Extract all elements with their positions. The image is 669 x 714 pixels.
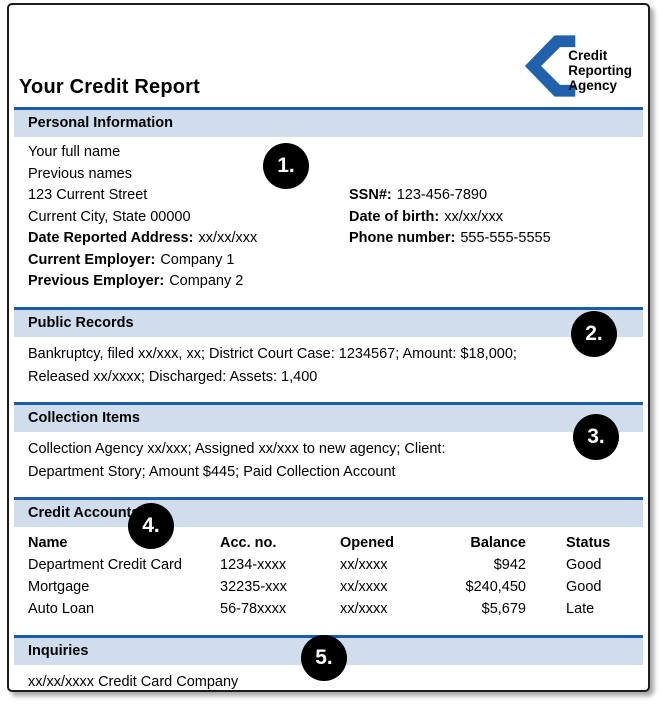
personal-line: Phone number: 555-555-5555	[349, 230, 551, 246]
section-public-records: Public Records 2. Bankruptcy, filed xx/x…	[14, 307, 643, 393]
section-title: Collection Items	[28, 410, 140, 426]
section-header-public-records: Public Records	[14, 307, 643, 337]
cell-balance: $5,679	[481, 601, 526, 617]
record-line: Bankruptcy, filed xx/xxx, xx; District C…	[28, 346, 517, 362]
inquiries-content: xx/xx/xxxx Credit Card Company xx/xx/xxx…	[14, 665, 643, 690]
cell-name: Auto Loan	[28, 601, 95, 617]
agency-logo-icon	[525, 35, 576, 97]
cell-acc-no: 56-78xxxx	[220, 601, 287, 617]
column-header-acc-no: Acc. no.	[220, 535, 277, 551]
column-header-status: Status	[566, 535, 611, 551]
collection-line: Department Story; Amount $445; Paid Coll…	[28, 464, 396, 480]
section-personal-information: Personal Information 1. Your full name P…	[14, 107, 643, 298]
section-title: Credit Accounts	[28, 505, 140, 521]
document-header: Your Credit Report Credit Reporting Agen…	[9, 5, 648, 107]
cell-opened: xx/xxxx	[340, 579, 388, 595]
agency-logo-text: Credit Reporting Agency	[568, 48, 632, 99]
inquiry-line: xx/xx/xxxx Credit Card Company	[28, 674, 239, 690]
section-credit-accounts: Credit Accounts 4. Name Acc. no. Opened …	[14, 497, 643, 626]
page-title: Your Credit Report	[19, 76, 201, 98]
section-header-personal-information: Personal Information	[14, 107, 643, 137]
personal-line: 123 Current Street	[28, 187, 148, 203]
agency-logo: Credit Reporting Agency	[524, 33, 632, 99]
section-title: Public Records	[28, 315, 134, 331]
step-badge-1: 1.	[263, 143, 309, 189]
step-badge-5: 5.	[301, 635, 347, 681]
personal-info-left-column: Your full name Previous names 123 Curren…	[28, 142, 629, 293]
personal-line: Current Employer: Company 1	[28, 251, 235, 268]
personal-line: Your full name	[28, 144, 121, 160]
personal-line: Date of birth: xx/xx/xxx	[349, 208, 504, 225]
collection-line: Collection Agency xx/xxx; Assigned xx/xx…	[28, 441, 446, 457]
personal-line: Previous Employer: Company 2	[28, 273, 244, 289]
personal-info-content: Your full name Previous names 123 Curren…	[14, 137, 643, 298]
credit-accounts-table: Name Acc. no. Opened Balance Status Depa…	[14, 527, 643, 626]
cell-status: Late	[566, 601, 595, 617]
section-title: Inquiries	[28, 643, 89, 659]
section-header-collection-items: Collection Items	[14, 402, 643, 432]
section-inquiries: Inquiries 5. xx/xx/xxxx Credit Card Comp…	[14, 635, 643, 690]
cell-name: Department Credit Card	[28, 557, 182, 573]
personal-info-right-column: SSN#: 123-456-7890 Date of birth: xx/xx/xx…	[349, 185, 551, 250]
table-row: Mortgage 32235-xxx xx/xxxx $240,450 Good	[28, 576, 629, 598]
logo-line-2: Reporting	[568, 63, 632, 78]
table-header-row: Name Acc. no. Opened Balance Status	[28, 532, 629, 554]
section-collection-items: Collection Items 3. Collection Agency xx…	[14, 402, 643, 488]
cell-opened: xx/xxxx	[340, 557, 388, 573]
column-header-balance: Balance	[470, 535, 526, 551]
column-header-opened: Opened	[340, 535, 394, 551]
credit-report-document: Your Credit Report Credit Reporting Agen…	[7, 3, 650, 692]
record-line: Released xx/xxxx; Discharged: Assets: 1,…	[28, 369, 318, 385]
personal-line: Current City, State 00000	[28, 208, 191, 225]
cell-status: Good	[566, 557, 602, 573]
table-row: Auto Loan 56-78xxxx xx/xxxx $5,679 Late	[28, 598, 629, 620]
logo-line-3: Agency	[568, 78, 618, 93]
section-title: Personal Information	[28, 115, 174, 131]
personal-line: Previous names	[28, 165, 132, 182]
section-header-credit-accounts: Credit Accounts	[14, 497, 643, 527]
personal-line: SSN#: 123-456-7890	[349, 187, 488, 203]
cell-acc-no: 1234-xxxx	[220, 557, 287, 573]
public-records-content: Bankruptcy, filed xx/xxx, xx; District C…	[14, 337, 643, 393]
step-badge-3: 3.	[573, 414, 619, 460]
personal-line: Date Reported Address: xx/xx/xxx	[28, 230, 258, 246]
cell-balance: $942	[493, 557, 526, 573]
column-header-name: Name	[28, 535, 68, 551]
cell-balance: $240,450	[465, 579, 526, 595]
cell-acc-no: 32235-xxx	[220, 579, 287, 595]
table-row: Department Credit Card 1234-xxxx xx/xxxx…	[28, 554, 629, 576]
cell-status: Good	[566, 579, 602, 595]
logo-line-1: Credit	[568, 48, 608, 63]
step-badge-4: 4.	[128, 503, 174, 549]
cell-name: Mortgage	[28, 579, 90, 595]
step-badge-2: 2.	[571, 311, 617, 357]
collection-items-content: Collection Agency xx/xxx; Assigned xx/xx…	[14, 432, 643, 488]
cell-opened: xx/xxxx	[340, 601, 388, 617]
